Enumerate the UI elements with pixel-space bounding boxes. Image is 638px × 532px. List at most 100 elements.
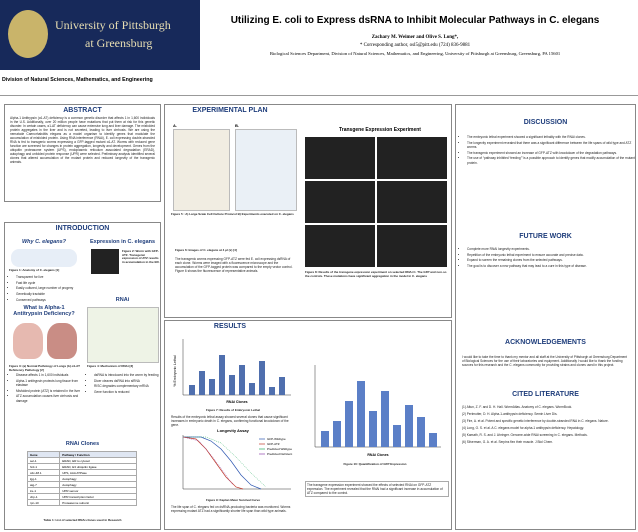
rnai-list: dsRNA is introduced into the worm by fee…: [87, 373, 164, 396]
curve: [183, 436, 267, 488]
caption: Figure 4: Mechanism of RNAi [3]: [87, 364, 134, 368]
heading: INTRODUCTION: [55, 225, 110, 232]
a1at-list: Disease affects 1 in 1,600 individuals Al…: [9, 373, 84, 404]
subheading: RNAi Clones: [65, 441, 100, 447]
heading: EXPERIMENTAL PLAN: [192, 107, 268, 114]
bullet: The transgenic experiment showed an incr…: [467, 151, 635, 155]
cell: Proteasome subunit: [59, 499, 137, 506]
discussion-list: The embryonic lethal experiment showed a…: [460, 135, 635, 166]
logo-seal: [8, 10, 48, 58]
citation: (5) Kamath, R. S. and J. Ahringer. Genom…: [462, 433, 588, 437]
logo-line2: at Greensburg: [85, 36, 153, 50]
ack-text: I would like to take the time to thank m…: [462, 355, 628, 367]
fig6-text: The transgenic worms expressing GFP-ATZ …: [175, 257, 293, 273]
table-row: rpn-10 Proteasome subunit: [26, 499, 137, 506]
bullet: Fast life cycle: [16, 281, 82, 285]
future-list: Complete more RNAi longevity experiments…: [460, 247, 635, 270]
gfp-worm-image: [91, 249, 119, 274]
fig9-text: The life span of C. elegans fed on dsRNA…: [171, 505, 291, 513]
heading: FUTURE WORK: [519, 233, 572, 240]
protocol-diagram: [173, 129, 230, 211]
cell: rpn-10: [26, 499, 61, 506]
legend-label: GFP-Wildtype: [267, 437, 286, 441]
division: Division of Natural Sciences, Mathematic…: [2, 77, 153, 83]
worm-image: [377, 137, 447, 179]
bullet: The use of “pathway inhibited ‘feeding’”…: [467, 156, 635, 164]
caption: Figure 6: Images of C. elegans at 4 μl (…: [175, 248, 237, 252]
worm-anatomy-image: [11, 249, 77, 267]
citation: (4) Long, O. S. et al. A C. elegans mode…: [462, 426, 584, 430]
bullet: Easily cultured, large number of progeny: [16, 286, 82, 290]
legend-label: Predicted Wildtype: [267, 447, 292, 451]
gfp-chart: RNAi Clones: [314, 365, 441, 457]
caption: Figure 8: Results of the transgene expre…: [305, 270, 447, 278]
experiment-diagram: [235, 129, 297, 211]
fig7-text: Results of the embryonic lethal assay sh…: [171, 415, 289, 427]
worm-image: [305, 137, 375, 179]
bullet: dsRNA is introduced into the worm by fee…: [94, 373, 164, 377]
bullet: Genetically tractable: [16, 292, 82, 296]
lung-image: [47, 323, 77, 359]
bullet: Expand to screen the remaining clones fr…: [467, 258, 635, 262]
worm-image: [305, 225, 375, 267]
curve: [183, 436, 262, 490]
caption: Figure 10: Quantification of GFP Express…: [343, 462, 407, 466]
curve: [182, 436, 244, 490]
logo-banner: University of Pittsburgh at Greensburg: [0, 0, 200, 70]
bullet: Complete more RNAi longevity experiments…: [467, 247, 635, 251]
caption: Figure 7: Results of Embryonic Lethal: [205, 408, 260, 412]
caption: Figure 9: Kaplan Meier Survival Curve: [205, 498, 261, 502]
bullet: Alpha-1 antitrypsin protects lung tissue…: [16, 379, 84, 387]
label: B.: [235, 123, 239, 128]
fig10-text: The transgene expression experiment show…: [305, 481, 449, 497]
bars: [321, 381, 437, 447]
curve: [182, 436, 234, 486]
heading: CITED LITERATURE: [512, 391, 579, 398]
bullet: Gene function is reduced: [94, 390, 164, 394]
plan-panel: EXPERIMENTAL PLAN A. B. Figure 5 : A) La…: [164, 104, 452, 318]
worm-image: [377, 181, 447, 223]
citation-list: (1) Altun, Z. F. and D. H. Hall. WormAtl…: [462, 405, 628, 447]
caption: Table 1: List of selected RNAi clones us…: [43, 518, 122, 522]
heading: DISCUSSION: [523, 119, 568, 126]
bullet: Misfolded protein (ATZ) is retained in t…: [16, 389, 84, 393]
heading: RESULTS: [213, 323, 247, 330]
bullet: The embryonic lethal experiment showed a…: [467, 135, 635, 139]
bullet: The goal is to discover a new pathway th…: [467, 264, 635, 268]
abstract-panel: ABSTRACT Alpha-1 Antitrypsin (α1-AT) def…: [4, 104, 161, 202]
caption: Figure 5 : A) Large Scale Cell Culture P…: [171, 212, 294, 216]
subheading: What is Alpha-1 Antitrypsin Deficiency?: [13, 305, 75, 317]
longevity-chart: Longevity Assay GFP-WildtypeGFP-ATZPredi…: [182, 428, 292, 490]
citation: (1) Altun, Z. F. and D. H. Hall. WormAtl…: [462, 405, 573, 409]
y-axis-label: % Embryonic Lethal: [173, 355, 177, 386]
subheading: Transgene Expression Experiment: [339, 127, 421, 133]
header-rule: [0, 95, 638, 96]
subheading: Why C. elegans?: [21, 239, 66, 245]
citation: (3) Fire, A. et al. Potent and specific …: [462, 419, 609, 423]
bullet: Conserved pathways: [16, 298, 82, 302]
bullet: ATZ accumulation causes liver cirrhosis …: [16, 394, 84, 402]
caption: Figure 3: (a) Normal Pathology of Lungs …: [9, 364, 80, 372]
subheading: RNAi: [115, 297, 130, 303]
label: A.: [173, 123, 177, 128]
contact: * Corresponding author, osl5@pitt.edu (7…: [359, 43, 471, 48]
bullet: RISC degrades complementary mRNA: [94, 384, 164, 388]
intro-panel: INTRODUCTION Why C. elegans? Expression …: [4, 222, 161, 530]
rnai-diagram: [87, 307, 159, 363]
why-list: Transparent for live Fast life cycleEasil…: [9, 275, 82, 304]
heading: ACKNOWLEDGEMENTS: [505, 339, 586, 346]
x-axis-label: RNAi Clones: [226, 400, 247, 404]
citation: (2) Perlmutter, D. H. Alpha-1-antitrypsi…: [462, 412, 558, 416]
chart-title: RNAi Clones: [367, 453, 388, 457]
bullet: Disease affects 1 in 1,600 individuals: [16, 373, 84, 377]
logo-line1: University of Pittsburgh: [55, 18, 171, 32]
legend-label: GFP-ATZ: [267, 442, 280, 446]
legend-label: Predicted Deficient: [267, 452, 292, 456]
subheading: Expression in C. elegans: [89, 239, 156, 245]
authors: Zachary M. Weimer and Olive S. Long*,: [371, 35, 459, 40]
results-panel: RESULTS % Embryonic Lethal RNAi Clones F…: [164, 320, 452, 530]
discussion-panel: DISCUSSION The embryonic lethal experime…: [455, 104, 636, 530]
caption: Figure 1: Anatomy of C. elegans [1]: [9, 268, 60, 272]
